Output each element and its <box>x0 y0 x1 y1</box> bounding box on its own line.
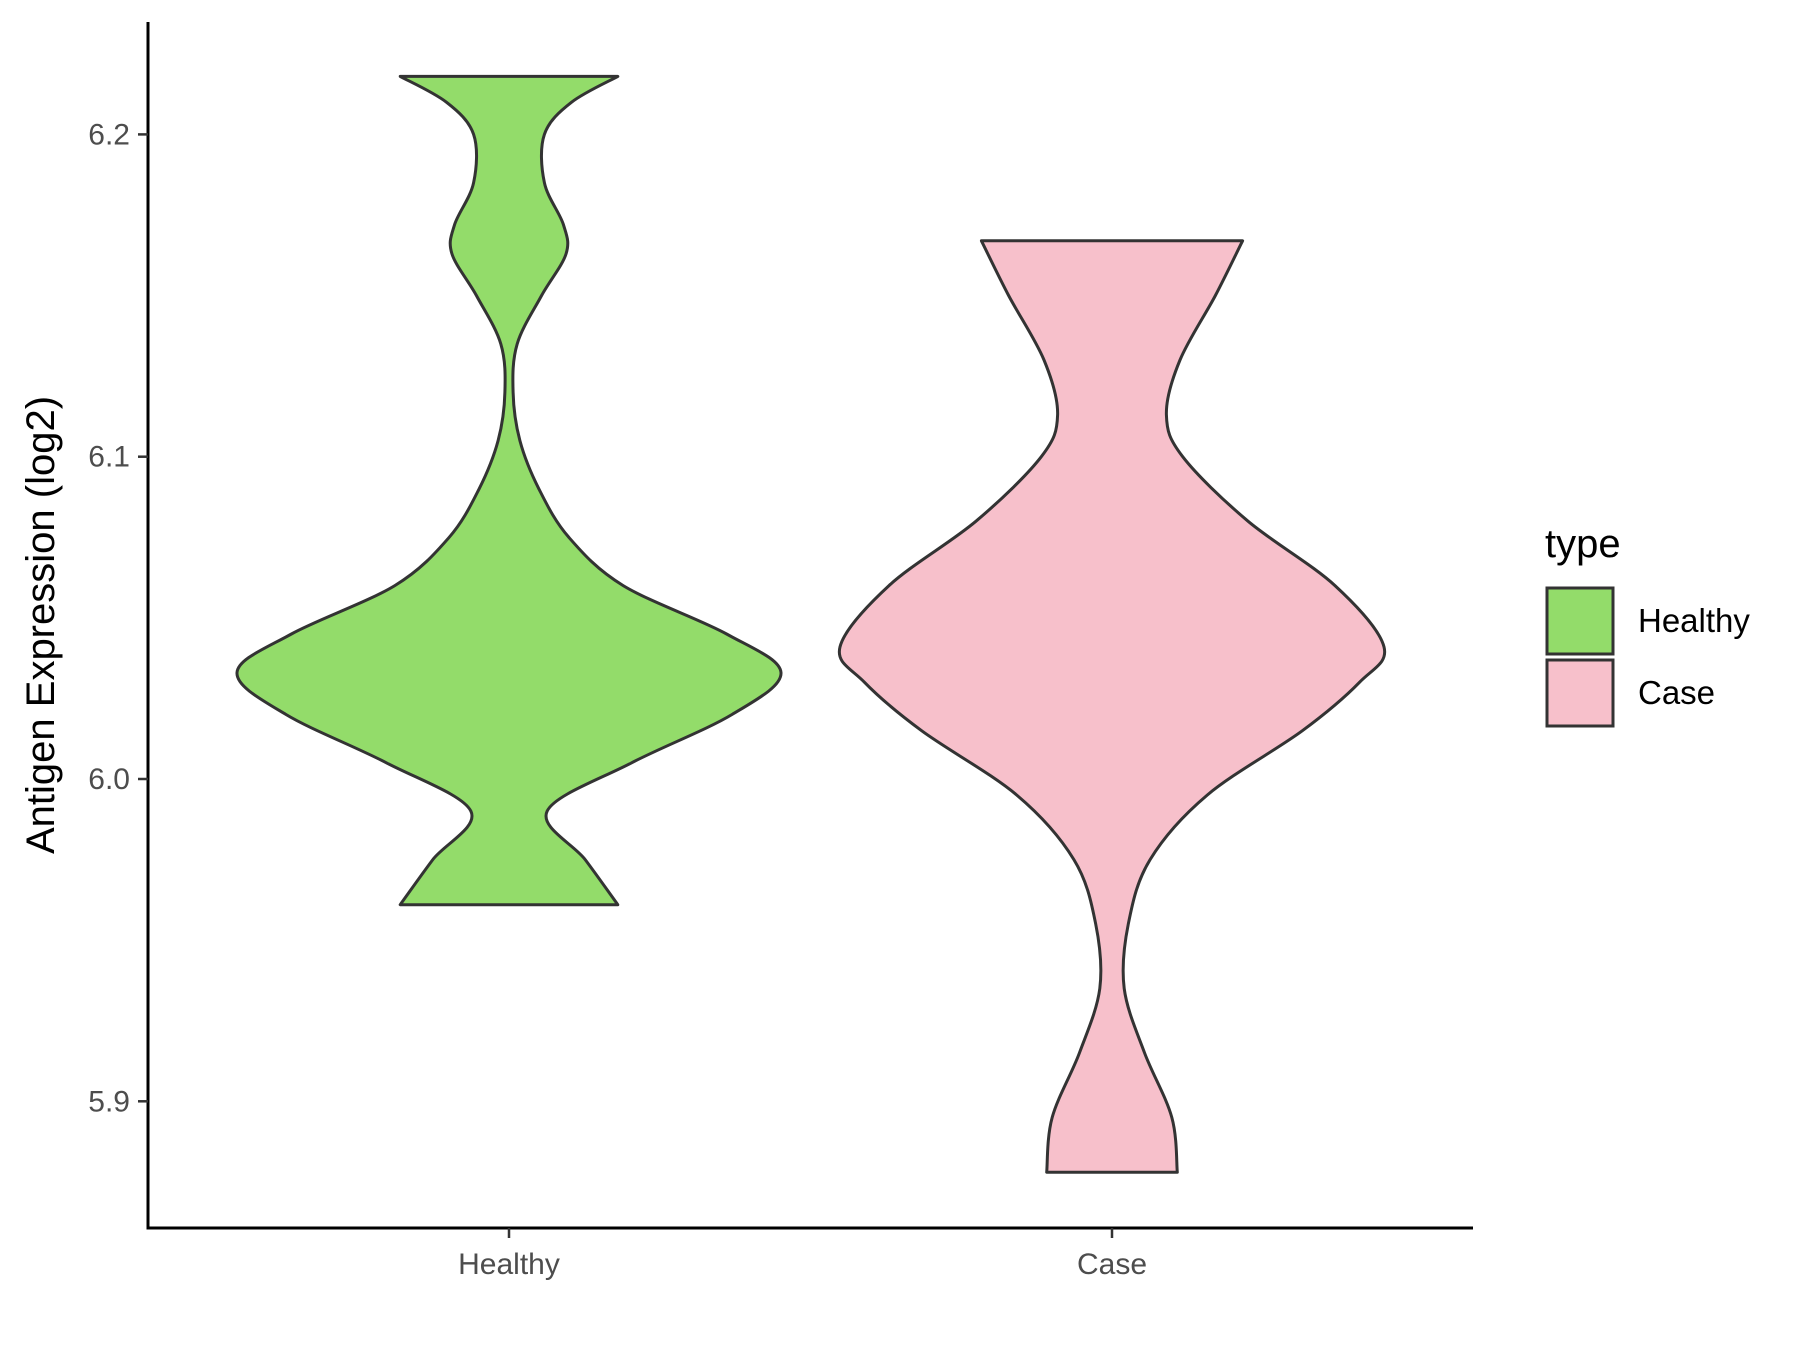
y-tick-label: 6.0 <box>88 763 130 796</box>
y-axis-title: Antigen Expression (log2) <box>19 396 63 854</box>
violin-healthy <box>235 74 783 907</box>
y-tick-label: 6.2 <box>88 118 130 151</box>
legend-swatch-healthy <box>1545 586 1615 656</box>
legend: type Healthy Case <box>1545 522 1750 728</box>
x-tick-label: Healthy <box>458 1248 560 1281</box>
x-tick-label: Case <box>1077 1248 1147 1281</box>
legend-label-case: Case <box>1638 674 1715 711</box>
legend-label-healthy: Healthy <box>1638 602 1750 639</box>
y-tick-label: 5.9 <box>88 1085 130 1118</box>
legend-title: type <box>1545 522 1621 566</box>
legend-swatch-case <box>1545 658 1615 728</box>
violin-case <box>837 239 1387 1174</box>
y-tick-label: 6.1 <box>88 441 130 474</box>
x-axis-ticks: Healthy Case <box>458 1228 1147 1281</box>
y-axis-ticks: 5.9 6.0 6.1 6.2 <box>88 118 148 1118</box>
violin-layer <box>235 74 1387 1174</box>
